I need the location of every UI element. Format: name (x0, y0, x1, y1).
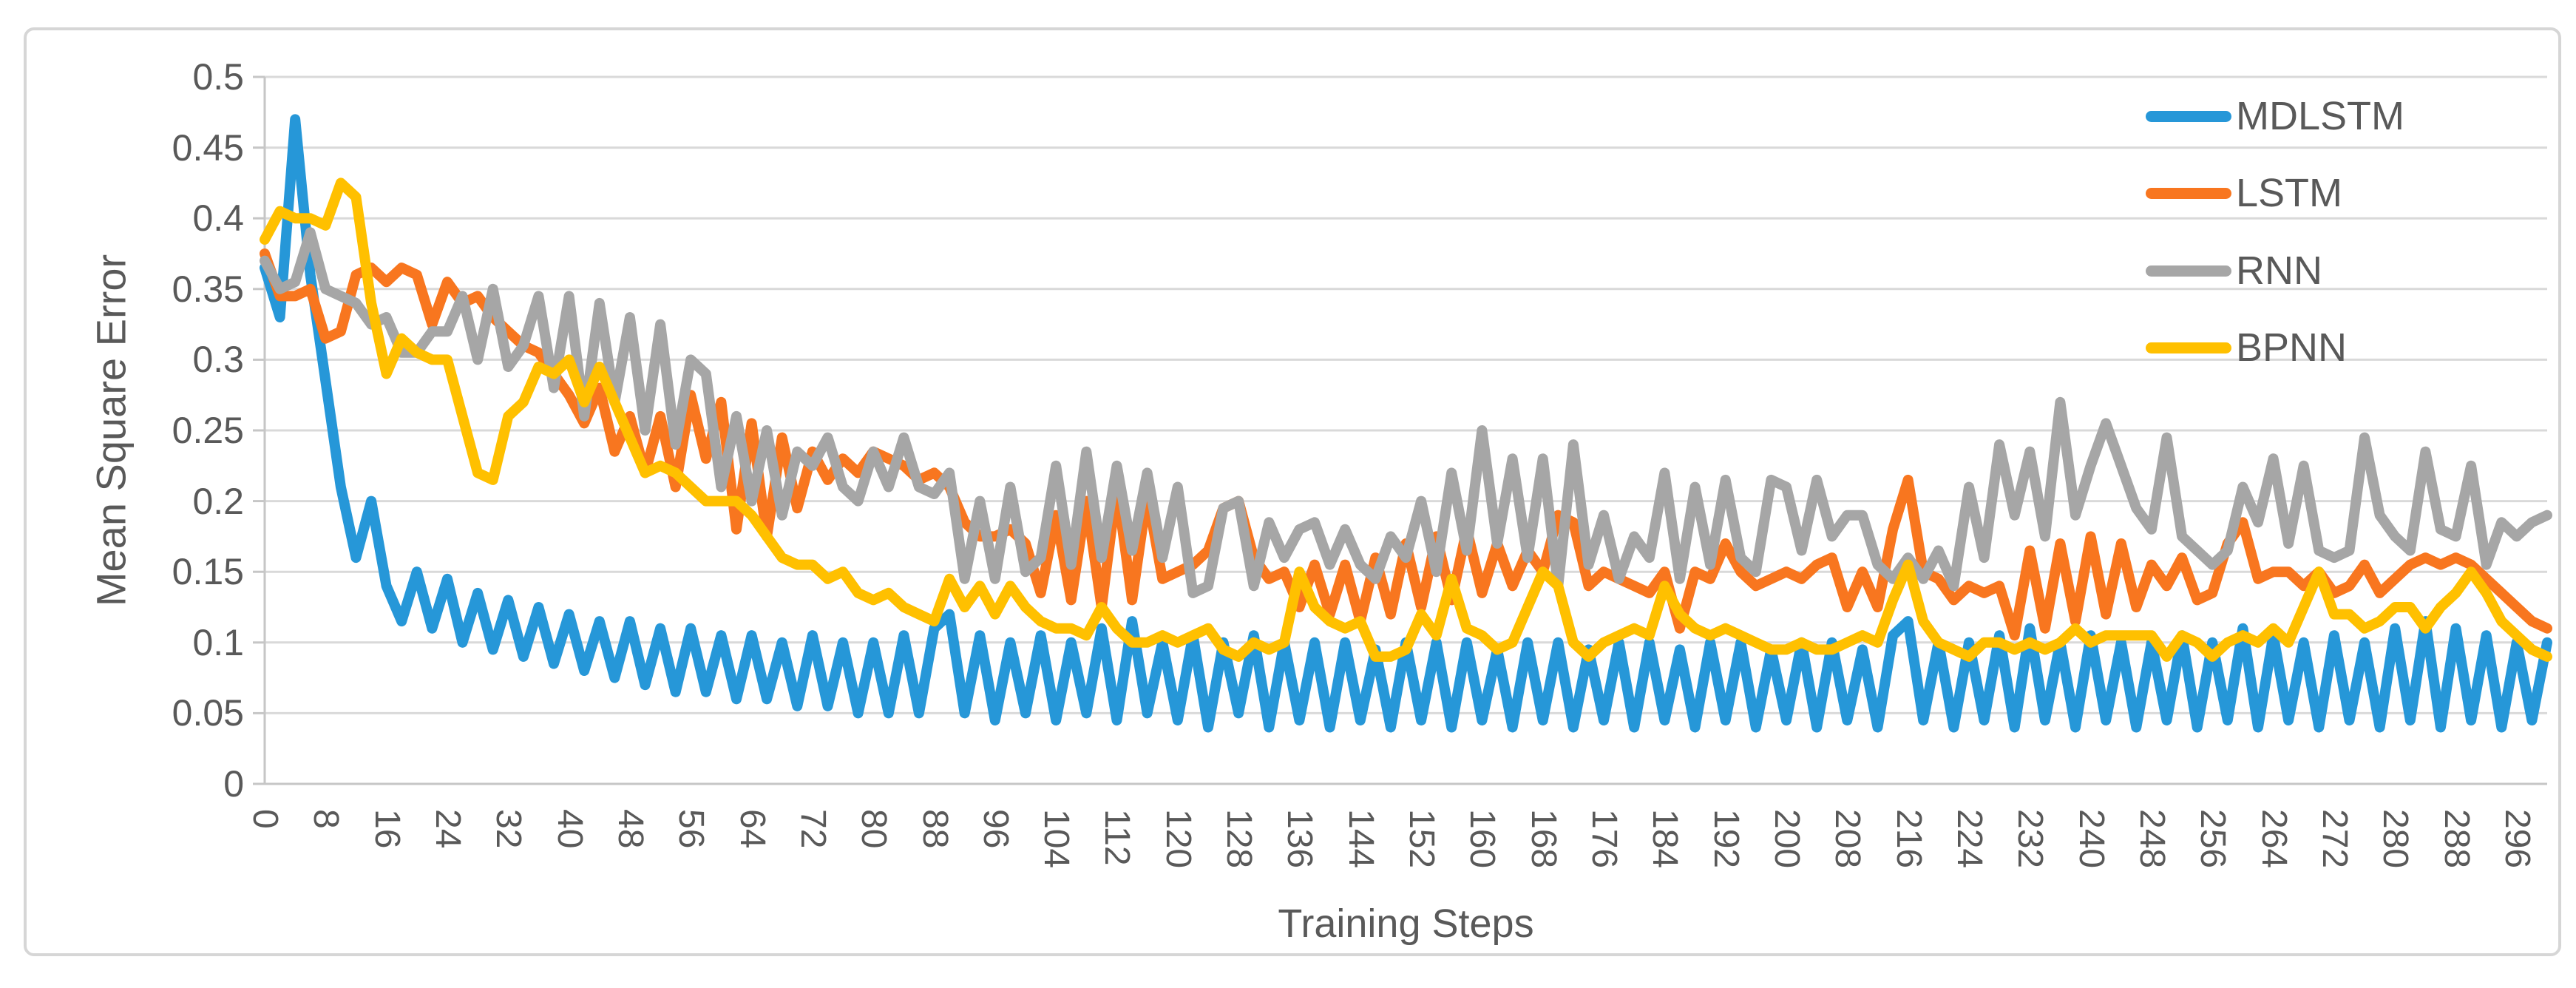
legend-label: RNN (2236, 248, 2322, 293)
y-tick-label: 0.45 (172, 126, 244, 169)
y-tick-label: 0.1 (192, 621, 244, 663)
x-axis-title: Training Steps (1278, 901, 1534, 946)
y-tick-label: 0.2 (192, 480, 244, 522)
legend-swatch-rnn-line-icon (2146, 265, 2231, 277)
legend-item-mdlstm: MDLSTM (2146, 94, 2404, 138)
y-tick-label: 0.05 (172, 692, 244, 734)
series-line-rnn (260, 227, 2552, 598)
series-line-bpnn (260, 177, 2552, 662)
legend-label: MDLSTM (2236, 94, 2404, 138)
legend-label: BPNN (2236, 325, 2348, 370)
figure-border (24, 27, 2561, 956)
legend-item-rnn: RNN (2146, 248, 2322, 293)
y-tick-label: 0.35 (172, 268, 244, 310)
y-tick-label: 0.3 (192, 339, 244, 381)
legend-label: LSTM (2236, 171, 2343, 215)
y-tick-label: 0.5 (192, 56, 244, 98)
legend-swatch-mdlstm-line-icon (2146, 110, 2231, 122)
legend-item-lstm: LSTM (2146, 171, 2342, 215)
legend-item-bpnn: BPNN (2146, 325, 2347, 370)
y-tick-label: 0 (223, 763, 244, 805)
legend-swatch-bpnn-line-icon (2146, 342, 2231, 353)
y-tick-label: 0.4 (192, 197, 244, 240)
y-tick-label: 0.15 (172, 551, 244, 593)
y-axis-title-text: Mean Square Error (87, 254, 135, 607)
series-line-lstm (260, 248, 2552, 641)
legend-swatch-lstm-line-icon (2146, 187, 2231, 199)
y-tick-label: 0.25 (172, 410, 244, 451)
